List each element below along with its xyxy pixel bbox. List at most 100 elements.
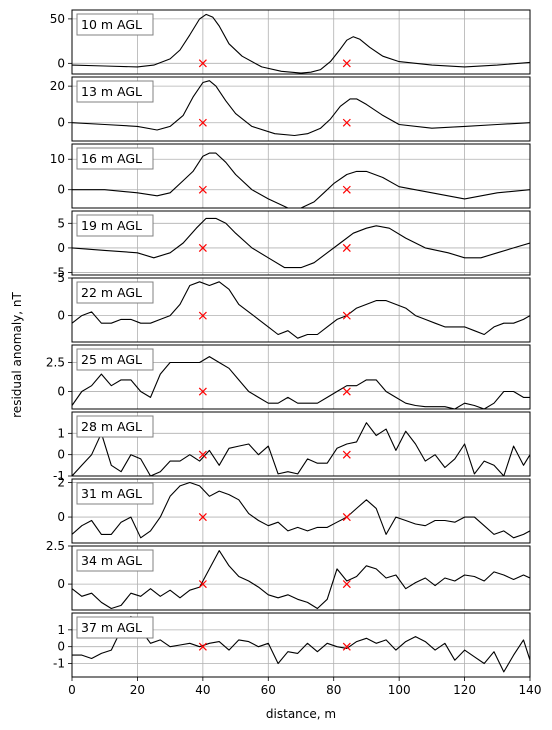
panel-label: 25 m AGL (81, 352, 142, 367)
y-tick-label: 0 (57, 577, 65, 591)
y-tick-label: 5 (57, 216, 65, 230)
series-line (72, 281, 530, 339)
panel-label-box (76, 415, 154, 438)
y-tick-label: -1 (53, 469, 65, 483)
x-tick-label: 40 (195, 683, 210, 697)
panel-label: 19 m AGL (81, 218, 142, 233)
panel-4: -5 0 5 19 m AGL (53, 210, 531, 280)
panel-label-box (76, 13, 154, 36)
marker-x (198, 387, 207, 396)
panel-9: 0 2.5 34 m AGL (46, 539, 531, 611)
marker-stroke (342, 59, 351, 68)
marker-x (342, 59, 351, 68)
panel-5: 0 5 22 m AGL (57, 271, 531, 343)
y-tick-label: 10 (50, 152, 65, 166)
panel-label: 37 m AGL (81, 620, 142, 635)
marker-stroke (342, 311, 351, 320)
x-tick-label: 80 (326, 683, 341, 697)
marker-x (198, 450, 207, 459)
y-tick-label: 0 (57, 448, 65, 462)
marker-x (342, 513, 351, 522)
panel-frame (71, 344, 531, 410)
panel-label-box (76, 549, 154, 572)
marker-x (342, 642, 351, 651)
panel-label: 31 m AGL (81, 486, 142, 501)
panel-label-box (76, 147, 154, 170)
marker-x (198, 513, 207, 522)
marker-x (342, 118, 351, 127)
x-tick-label: 20 (130, 683, 145, 697)
y-tick-label: 5 (57, 271, 65, 285)
marker-x (198, 642, 207, 651)
y-tick-label: 0 (57, 241, 65, 255)
x-axis: 0 20 40 60 80 100 120 140 (68, 677, 541, 697)
marker-stroke (198, 450, 207, 459)
marker-stroke (342, 118, 351, 127)
y-axis-label: residual anomaly, nT (10, 291, 24, 417)
panel-frame (71, 76, 531, 142)
marker-stroke (342, 580, 351, 589)
panel-3: 0 10 16 m AGL (50, 143, 531, 209)
panel-label-box (76, 80, 154, 103)
marker-stroke (198, 311, 207, 320)
panel-1: 0 50 10 m AGL (50, 9, 531, 75)
series-line (72, 422, 530, 476)
panel-label: 22 m AGL (81, 285, 142, 300)
marker-stroke (342, 450, 351, 459)
y-tick-label: 0 (57, 385, 65, 399)
panel-frame (71, 612, 531, 678)
x-tick-label: 140 (519, 683, 542, 697)
y-tick-label: 2.5 (46, 355, 65, 369)
y-tick-label: 2 (57, 475, 65, 489)
panel-frame (71, 478, 531, 544)
panel-frame (71, 277, 531, 343)
panel-label-box (76, 281, 154, 304)
panel-2: 0 20 13 m AGL (50, 76, 531, 142)
panel-label: 10 m AGL (81, 17, 142, 32)
marker-x (342, 580, 351, 589)
panel-label-box (76, 616, 154, 639)
series-line (72, 481, 530, 539)
x-tick-label: 120 (453, 683, 476, 697)
y-tick-label: 1 (57, 426, 65, 440)
marker-x (198, 118, 207, 127)
x-axis-label: distance, m (266, 707, 336, 721)
panel-label-box (76, 482, 154, 505)
panel-label-box (76, 214, 154, 237)
panel-frame (71, 411, 531, 477)
panel-frame (71, 143, 531, 209)
series-line (72, 615, 530, 673)
marker-stroke (198, 642, 207, 651)
panel-frame (71, 210, 531, 276)
y-tick-label: 0 (57, 510, 65, 524)
panel-label: 28 m AGL (81, 419, 142, 434)
series-line (72, 152, 530, 208)
marker-stroke (342, 387, 351, 396)
marker-stroke (198, 243, 207, 252)
marker-x (342, 387, 351, 396)
y-tick-label: 1 (57, 623, 65, 637)
marker-stroke (342, 513, 351, 522)
marker-x (342, 311, 351, 320)
y-tick-label: 0 (57, 309, 65, 323)
panel-7: -1 0 1 28 m AGL (53, 411, 531, 483)
marker-x (198, 580, 207, 589)
marker-stroke (198, 580, 207, 589)
marker-stroke (342, 642, 351, 651)
y-tick-label: 0 (57, 183, 65, 197)
marker-x (342, 450, 351, 459)
marker-stroke (198, 513, 207, 522)
marker-stroke (342, 185, 351, 194)
marker-stroke (198, 118, 207, 127)
series-line (72, 550, 530, 610)
panel-10: -1 0 1 37 m AGL (53, 612, 531, 678)
y-tick-label: 20 (50, 79, 65, 93)
series-line (72, 13, 530, 74)
panel-label: 16 m AGL (81, 151, 142, 166)
series-line (72, 217, 530, 269)
panel-label: 13 m AGL (81, 84, 142, 99)
y-tick-label: -1 (53, 657, 65, 671)
x-tick-label: 100 (388, 683, 411, 697)
y-tick-label: 0 (57, 56, 65, 70)
